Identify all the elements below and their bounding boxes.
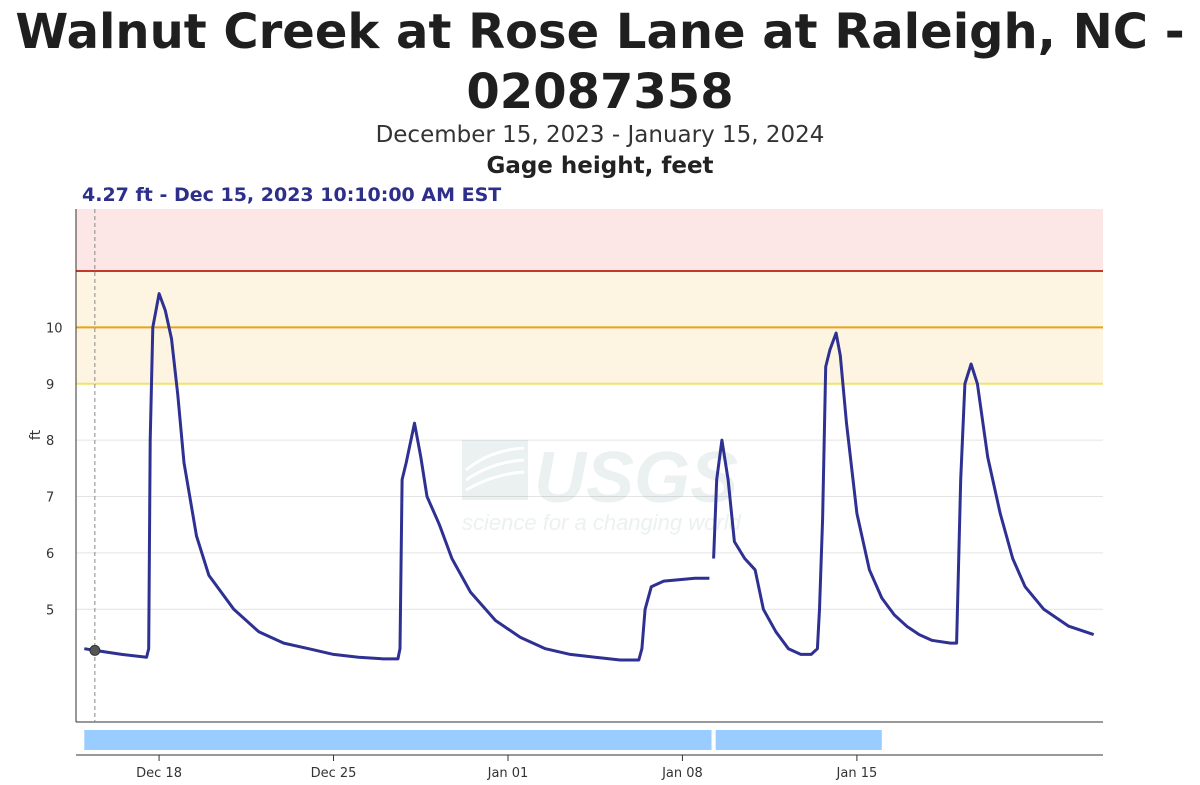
series-line-segment-0	[84, 292, 710, 662]
hover-marker	[89, 209, 101, 722]
chart-title-line-2: 02087358	[466, 64, 734, 120]
axes: 5 6 7 8 9 10	[46, 209, 1103, 723]
watermark-tagline: science for a changing world	[462, 510, 742, 535]
x-tick-label-3: Jan 08	[661, 766, 703, 781]
y-tick-label-10: 10	[46, 321, 63, 336]
series-gage-height	[84, 292, 1095, 662]
usgs-logo-icon	[462, 440, 528, 500]
x-tick-label-2: Jan 01	[487, 766, 529, 781]
y-tick-label-6: 6	[46, 547, 54, 562]
y-tick-label-8: 8	[46, 434, 54, 449]
approval-bar-segment-1	[715, 730, 882, 750]
hover-tooltip: 4.27 ft - Dec 15, 2023 10:10:00 AM EST	[82, 184, 502, 206]
x-tick-label-4: Jan 15	[836, 766, 878, 781]
usgs-watermark: USGS science for a changing world	[462, 438, 742, 535]
approval-bar-segment-0	[84, 730, 712, 750]
y-tick-label-9: 9	[46, 378, 54, 393]
y-tick-label-5: 5	[46, 603, 54, 618]
x-tick-label-0: Dec 18	[136, 766, 182, 781]
series-line-segment-1	[712, 331, 1095, 656]
hover-point	[89, 644, 101, 656]
flood-zone-1	[76, 209, 1103, 272]
chart-title-line-1: Walnut Creek at Rose Lane at Raleigh, NC…	[15, 4, 1185, 60]
threshold-lines	[76, 270, 1103, 385]
flood-zones	[76, 209, 1103, 384]
x-axis: Dec 18 Dec 25 Jan 01 Jan 08 Jan 15	[76, 754, 1103, 781]
chart-title: Walnut Creek at Rose Lane at Raleigh, NC…	[0, 2, 1200, 122]
watermark-brand: USGS	[534, 438, 738, 518]
y-tick-label-7: 7	[46, 491, 54, 506]
date-range-subtitle: December 15, 2023 - January 15, 2024	[375, 122, 825, 148]
y-axis-label: ft	[28, 429, 44, 440]
approval-bar	[84, 730, 882, 750]
parameter-label: Gage height, feet	[486, 153, 714, 179]
x-tick-label-1: Dec 25	[311, 766, 357, 781]
